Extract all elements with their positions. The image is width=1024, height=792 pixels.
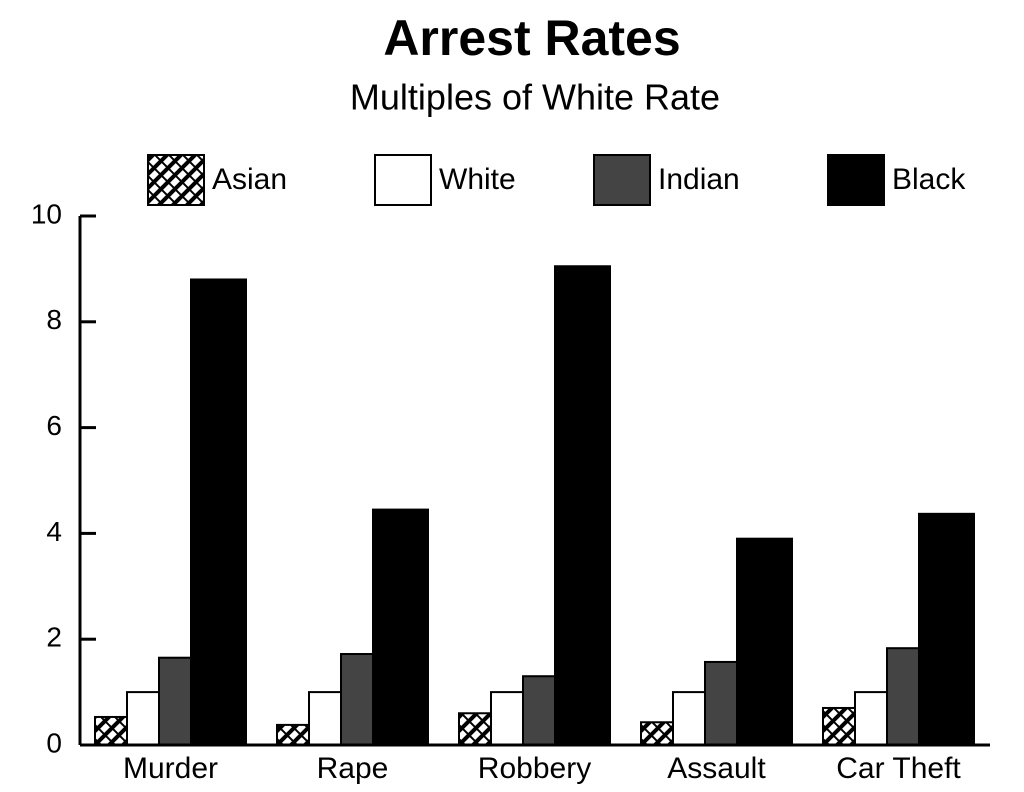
y-tick-label: 4: [46, 516, 62, 547]
legend-swatch: [374, 154, 432, 206]
y-tick-label: 10: [31, 198, 62, 229]
bar: [736, 537, 793, 746]
x-tick-label: Murder: [123, 752, 218, 785]
legend-label: Indian: [658, 163, 740, 196]
bar: [554, 265, 611, 746]
x-tick-label: Rape: [317, 752, 389, 785]
y-tick-label: 2: [46, 622, 62, 653]
chart-subtitle: Multiples of White Rate: [350, 77, 720, 118]
legend-swatch: [593, 154, 651, 206]
legend-label: White: [439, 163, 516, 196]
x-tick-label: Assault: [667, 752, 766, 785]
x-tick-label: Robbery: [478, 752, 591, 785]
bar: [190, 278, 247, 746]
chart-title: Arrest Rates: [383, 10, 680, 66]
bar: [918, 512, 975, 747]
y-tick-label: 8: [46, 304, 62, 335]
legend-label: Black: [892, 163, 966, 196]
legend-swatch: [827, 154, 885, 206]
y-tick-label: 6: [46, 410, 62, 441]
legend-swatch: [147, 154, 205, 206]
x-tick-label: Car Theft: [836, 752, 961, 785]
bar: [372, 508, 429, 746]
y-tick-label: 0: [46, 727, 62, 758]
legend-label: Asian: [212, 163, 287, 196]
